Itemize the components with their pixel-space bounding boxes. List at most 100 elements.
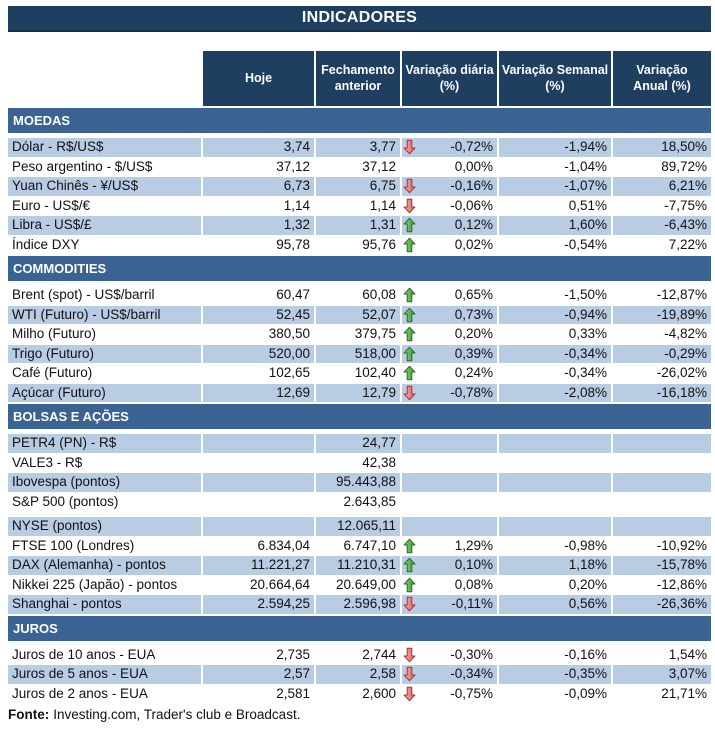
cell-variacao-semanal: -2,08%: [499, 383, 611, 402]
up-arrow-icon: [403, 287, 418, 303]
cell-variacao-anual: -16,18%: [613, 383, 711, 402]
table-row: Nikkei 225 (Japão) - pontos 20.664,64 20.6…: [8, 576, 711, 595]
table-row: Shanghai - pontos 2.594,25 2.596,98 -0,11% 0…: [8, 595, 711, 614]
cell-variacao-semanal: -0,35%: [499, 665, 611, 684]
cell-variacao-diaria: -0,78%: [402, 383, 497, 402]
cell-variacao-diaria: 1,29%: [402, 537, 497, 556]
variacao-diaria-value: 1,29%: [454, 537, 493, 553]
column-header-variacao-semanal: Variação Semanal (%): [499, 51, 611, 106]
up-arrow-icon: [403, 538, 418, 554]
column-header-variacao-diaria: Variação diária (%): [402, 51, 497, 106]
cell-indicator-label: VALE3 - R$: [12, 454, 83, 470]
down-arrow-icon: [403, 385, 418, 401]
table-row: Peso argentino - $/US$ 37,12 37,12 0,00% -1,…: [8, 158, 711, 177]
table-row: VALE3 - R$ 42,38: [8, 454, 711, 473]
column-header-fechamento: Fechamento anterior: [316, 51, 400, 106]
cell-indicator-label: Açúcar (Futuro): [8, 383, 201, 402]
cell-variacao-diaria: 0,10%: [402, 556, 497, 575]
cell-indicator-label: Juros de 5 anos - EUA: [8, 665, 201, 684]
cell-hoje: 60,47: [276, 287, 310, 302]
cell-variacao-anual: [613, 493, 711, 512]
cell-indicator-label: DAX (Alemanha) - pontos: [8, 556, 201, 575]
variacao-diaria-value: 0,02%: [454, 236, 493, 252]
table-row: NYSE (pontos) 12.065,11: [8, 517, 711, 536]
cell-fechamento-anterior: 2.596,98: [316, 595, 400, 614]
cell-hoje: [203, 434, 314, 453]
cell-variacao-diaria: 0,08%: [402, 576, 497, 595]
cell-variacao-diaria: 0,73%: [402, 305, 497, 324]
cell-hoje: 2,735: [276, 646, 310, 662]
cell-variacao-anual: 7,22%: [668, 236, 707, 252]
table-row: Café (Futuro) 102,65 102,40 0,24% -0,34% -26,…: [8, 364, 711, 383]
cell-variacao-semanal: [499, 517, 611, 536]
cell-variacao-diaria: -0,75%: [402, 685, 497, 704]
table-row: Juros de 2 anos - EUA 2,581 2,600 -0,75% -0,…: [8, 685, 711, 704]
cell-variacao-anual: -7,75%: [664, 197, 707, 213]
section-header-moedas: MOEDAS: [8, 108, 711, 133]
cell-indicator-label: Juros de 10 anos - EUA: [12, 646, 156, 662]
cell-fechamento-anterior: 2,58: [316, 665, 400, 684]
cell-hoje: 95,78: [276, 236, 310, 252]
table-row: Libra - US$/£ 1,32 1,31 0,12% 1,60% -6,43%: [8, 216, 711, 235]
cell-variacao-diaria: [402, 434, 497, 453]
cell-variacao-semanal: -0,34%: [564, 365, 607, 380]
cell-variacao-diaria: [402, 493, 497, 512]
cell-variacao-anual: -26,02%: [656, 365, 707, 380]
cell-variacao-semanal: -0,54%: [564, 236, 607, 252]
variacao-diaria-value: 0,24%: [454, 365, 493, 380]
cell-hoje: 11.221,27: [203, 556, 314, 575]
cell-fechamento-anterior: 95,76: [362, 236, 396, 252]
cell-variacao-semanal: 1,18%: [499, 556, 611, 575]
cell-fechamento-anterior: 2.643,85: [343, 493, 396, 509]
down-arrow-icon: [403, 178, 418, 194]
variacao-diaria-value: -0,30%: [450, 646, 493, 662]
cell-hoje: 2,57: [203, 665, 314, 684]
variacao-diaria-value: -0,72%: [450, 139, 493, 154]
cell-hoje: [203, 454, 314, 473]
cell-hoje: 52,45: [203, 305, 314, 324]
cell-variacao-diaria: 0,12%: [402, 216, 497, 235]
variacao-diaria-value: 0,12%: [454, 217, 493, 232]
cell-hoje: 12,69: [203, 383, 314, 402]
cell-indicator-label: Yuan Chinês - ¥/US$: [8, 177, 201, 196]
cell-variacao-anual: [613, 454, 711, 473]
cell-hoje: 102,65: [268, 365, 310, 380]
cell-fechamento-anterior: 1,14: [369, 197, 396, 213]
variacao-diaria-value: -0,11%: [451, 596, 493, 611]
cell-variacao-anual: -26,36%: [613, 595, 711, 614]
cell-indicator-label: Juros de 2 anos - EUA: [12, 685, 148, 701]
table-header: Hoje Fechamento anterior Variação diária…: [8, 51, 711, 106]
cell-hoje: 6,73: [203, 177, 314, 196]
cell-variacao-anual: -12,86%: [656, 576, 707, 592]
cell-indicator-label: Brent (spot) - US$/barril: [12, 287, 155, 302]
cell-fechamento-anterior: 2,744: [362, 646, 396, 662]
up-arrow-icon: [403, 217, 418, 233]
cell-variacao-semanal: -1,07%: [499, 177, 611, 196]
cell-variacao-semanal: -1,94%: [499, 138, 611, 157]
cell-variacao-semanal: 1,60%: [499, 216, 611, 235]
section-header-juros: JUROS: [8, 615, 711, 641]
cell-fechamento-anterior: 12,79: [316, 383, 400, 402]
table-row: PETR4 (PN) - R$ 24,77: [8, 434, 711, 453]
cell-variacao-anual: -15,78%: [613, 556, 711, 575]
column-header-variacao-anual: Variação Anual (%): [613, 51, 711, 106]
cell-variacao-diaria: -0,16%: [402, 177, 497, 196]
cell-variacao-diaria: 0,39%: [402, 344, 497, 363]
cell-variacao-diaria: 0,02%: [402, 236, 497, 255]
variacao-diaria-value: -0,06%: [450, 197, 493, 213]
table-row: S&P 500 (pontos) 2.643,85: [8, 493, 711, 512]
source-label: Fonte:: [8, 707, 50, 722]
down-arrow-icon: [403, 139, 418, 155]
cell-variacao-semanal: 0,33%: [568, 326, 607, 341]
cell-indicator-label: Libra - US$/£: [8, 216, 201, 235]
column-header-hoje: Hoje: [203, 51, 314, 106]
section-header-bolsas-e-acoes: BOLSAS E AÇÕES: [8, 404, 711, 429]
cell-hoje: 1,14: [283, 197, 310, 213]
down-arrow-icon: [403, 596, 418, 612]
cell-variacao-anual: [613, 434, 711, 453]
cell-variacao-diaria: [402, 517, 497, 536]
indicators-sheet: INDICADORES Hoje Fechamento anterior Var…: [8, 6, 711, 724]
table-row: Índice DXY 95,78 95,76 0,02% -0,54% 7,22%: [8, 236, 711, 255]
up-arrow-icon: [403, 365, 418, 381]
cell-fechamento-anterior: 42,38: [362, 454, 396, 470]
